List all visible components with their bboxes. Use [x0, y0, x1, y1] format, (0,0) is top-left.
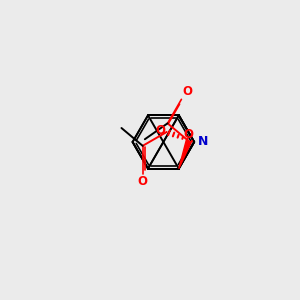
Text: O: O: [138, 175, 148, 188]
Text: N: N: [197, 136, 208, 148]
Text: O: O: [184, 128, 194, 141]
Text: O: O: [155, 124, 165, 137]
Text: O: O: [183, 85, 193, 98]
Polygon shape: [179, 140, 191, 169]
